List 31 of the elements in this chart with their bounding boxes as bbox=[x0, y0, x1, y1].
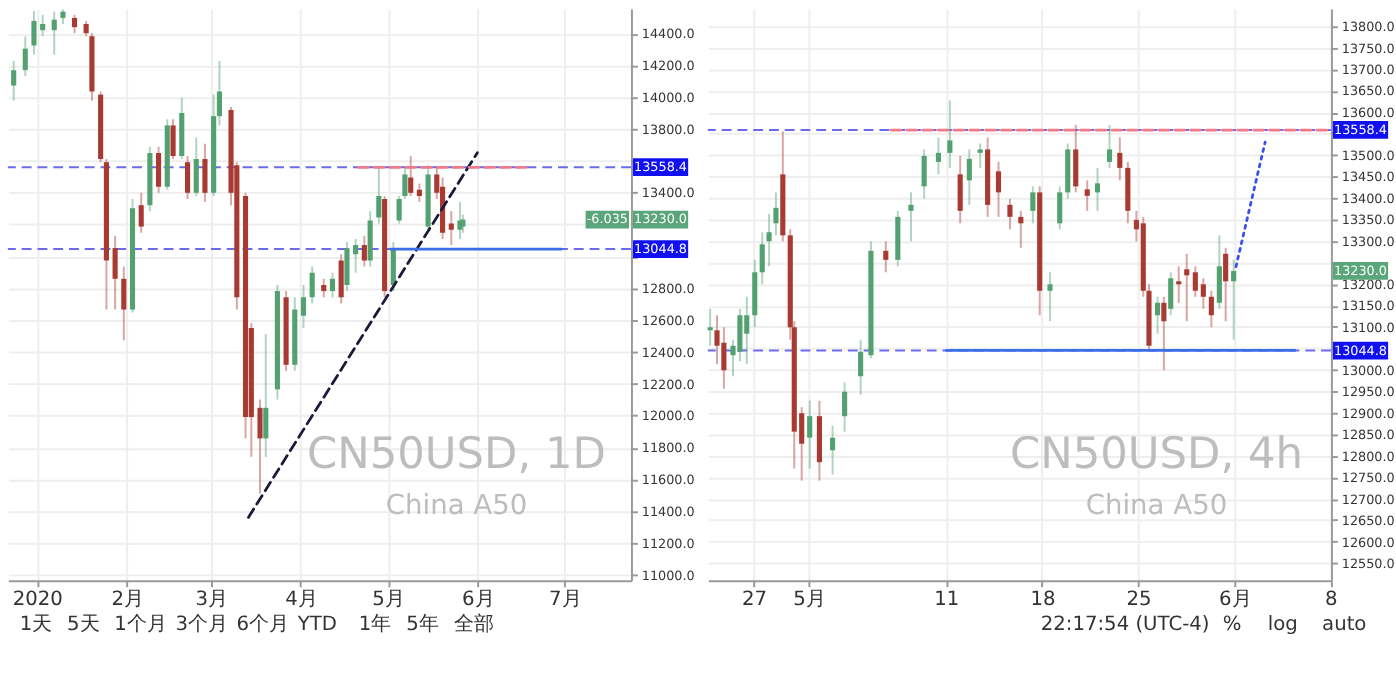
x-tick-label: 4月 bbox=[285, 588, 318, 611]
text: 22:17:54 (UTC-4) bbox=[1040, 613, 1210, 636]
x-tick-label: 11 bbox=[934, 588, 960, 611]
text: 1个月 bbox=[114, 611, 167, 636]
text: 全部 bbox=[453, 611, 494, 636]
text: YTD bbox=[295, 613, 337, 636]
text: log bbox=[1267, 613, 1298, 636]
x-tick-label: 2020 bbox=[12, 588, 63, 611]
text: % bbox=[1222, 613, 1242, 636]
text: auto bbox=[1322, 613, 1367, 636]
x-tick-label: 5月 bbox=[372, 588, 405, 611]
annotation: CN50USD, 4h bbox=[1009, 430, 1303, 481]
annotation: CN50USD, 1D bbox=[307, 430, 606, 481]
x-tick-label: 3月 bbox=[195, 588, 228, 611]
text: 1年 bbox=[358, 611, 392, 636]
text: 3个月 bbox=[175, 611, 229, 636]
text: 5天 bbox=[67, 613, 100, 636]
text: 1天 bbox=[19, 613, 53, 636]
x-tick-label: 6月 bbox=[462, 588, 495, 611]
x-tick-label: 7月 bbox=[549, 588, 582, 611]
text: 6个月 bbox=[236, 611, 290, 636]
x-tick-label: 18 bbox=[1030, 588, 1056, 611]
x-tick-label: 27 bbox=[742, 588, 768, 611]
x-tick-label: 25 bbox=[1126, 588, 1152, 611]
x-tick-label: 8 bbox=[1325, 588, 1338, 611]
x-tick-label: 2月 bbox=[111, 588, 144, 611]
x-tick-label: 5月 bbox=[793, 588, 826, 611]
annotation: China A50 bbox=[1085, 489, 1228, 522]
text: 5年 bbox=[406, 611, 439, 636]
x-tick-label: 6月 bbox=[1218, 588, 1252, 611]
annotation: China A50 bbox=[385, 489, 528, 522]
